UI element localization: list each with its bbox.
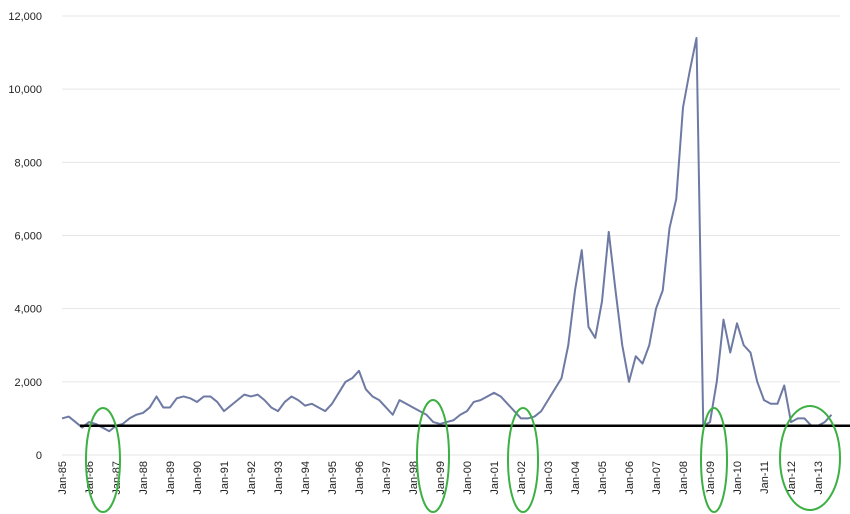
x-tick-label: Jan-10 xyxy=(732,461,744,495)
x-tick-label: Jan-13 xyxy=(813,461,825,495)
x-tick-label: Jan-06 xyxy=(624,461,636,495)
x-tick-label: Jan-12 xyxy=(786,461,798,495)
annotation-ellipse xyxy=(416,399,450,513)
x-tick-label: Jan-88 xyxy=(138,461,150,495)
x-tick-label: Jan-89 xyxy=(165,461,177,495)
y-tick-label: 8,000 xyxy=(14,157,42,169)
x-tick-label: Jan-02 xyxy=(516,461,528,495)
x-tick-label: Jan-91 xyxy=(219,461,231,495)
y-tick-label: 0 xyxy=(36,450,42,462)
x-tick-label: Jan-05 xyxy=(597,461,609,495)
x-tick-label: Jan-04 xyxy=(570,461,582,495)
x-tick-label: Jan-95 xyxy=(327,461,339,495)
x-tick-label: Jan-03 xyxy=(543,461,555,495)
annotation-ellipse xyxy=(507,407,539,513)
x-tick-label: Jan-92 xyxy=(246,461,258,495)
annotation-ellipse xyxy=(700,407,728,513)
y-tick-label: 12,000 xyxy=(8,11,42,23)
y-tick-label: 6,000 xyxy=(14,231,42,243)
x-tick-label: Jan-93 xyxy=(273,461,285,495)
annotation-ellipse xyxy=(779,405,841,511)
x-tick-label: Jan-00 xyxy=(462,461,474,495)
x-tick-label: Jan-85 xyxy=(57,461,69,495)
x-tick-label: Jan-90 xyxy=(192,461,204,495)
line xyxy=(61,36,833,433)
x-tick-label: Jan-96 xyxy=(354,461,366,495)
x-tick-label: Jan-01 xyxy=(489,461,501,495)
y-tick-label: 4,000 xyxy=(14,304,42,316)
annotation-ellipses xyxy=(85,399,841,513)
x-tick-label: Jan-11 xyxy=(759,461,771,494)
x-tick-label: Jan-97 xyxy=(381,461,393,495)
y-tick-label: 2,000 xyxy=(14,377,42,389)
x-tick-label: Jan-94 xyxy=(300,461,312,495)
x-tick-label: Jan-09 xyxy=(705,461,717,495)
y-tick-label: 10,000 xyxy=(8,84,42,96)
x-tick-label: Jan-99 xyxy=(435,461,447,495)
x-tick-label: Jan-07 xyxy=(651,461,663,495)
x-tick-label: Jan-08 xyxy=(678,461,690,495)
annotation-ellipse xyxy=(85,407,121,513)
